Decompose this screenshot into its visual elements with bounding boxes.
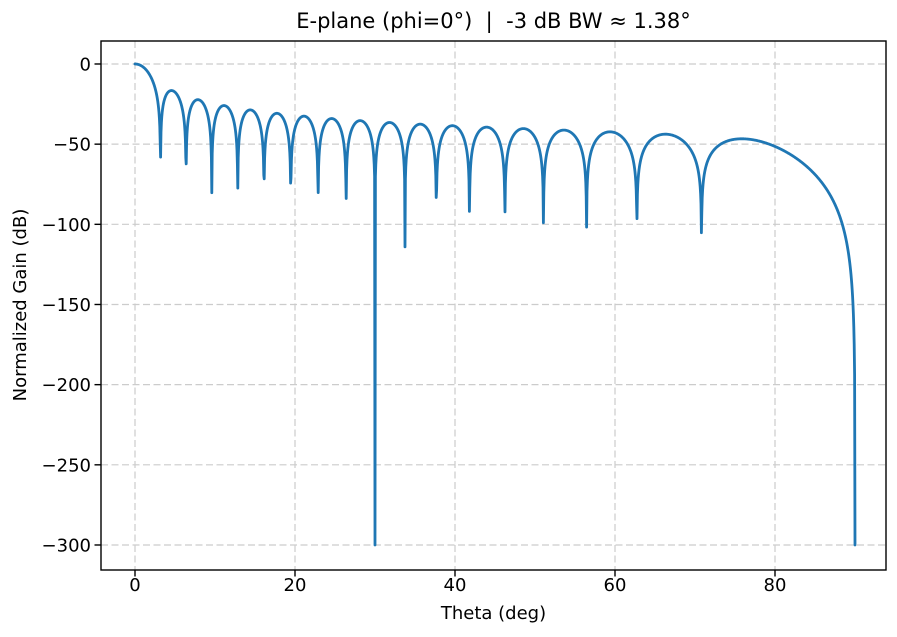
x-axis-label: Theta (deg) [440, 603, 547, 624]
x-tick-label: 40 [444, 575, 467, 596]
x-tick-label: 0 [129, 575, 140, 596]
axes-spines [100, 40, 887, 571]
x-tick-label: 20 [284, 575, 307, 596]
y-tick-label: −50 [53, 135, 91, 156]
y-tick-label: −300 [42, 535, 91, 556]
gain-curve [133, 62, 857, 547]
x-tick-label: 60 [604, 575, 627, 596]
y-tick-label: −250 [42, 455, 91, 476]
chart-title: E-plane (phi=0°) | -3 dB BW ≈ 1.38° [296, 9, 691, 33]
x-tick-label: 80 [764, 575, 787, 596]
y-tick-label: −200 [42, 375, 91, 396]
y-tick-label: −150 [42, 295, 91, 316]
y-tick-label: −100 [42, 215, 91, 236]
y-tick-label: 0 [80, 54, 91, 75]
